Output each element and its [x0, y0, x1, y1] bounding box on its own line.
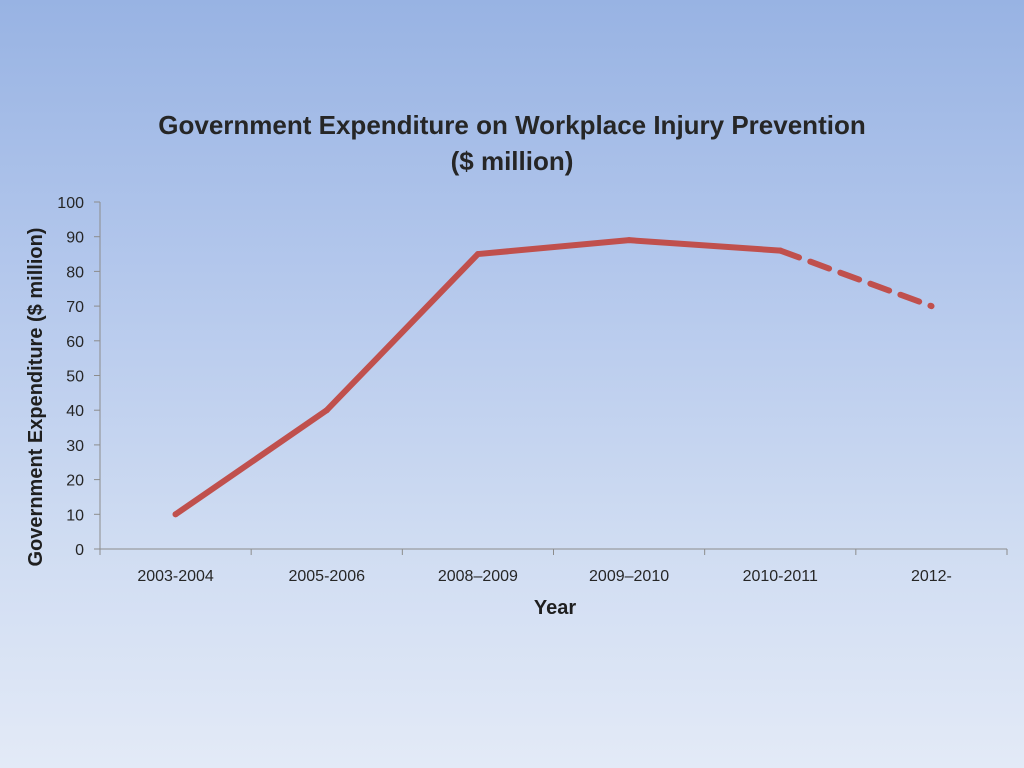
y-axis-ticks: 0 10 20 30 40 50 60 70 80 90 100	[57, 195, 100, 559]
y-tick-label: 40	[66, 403, 84, 420]
data-point	[172, 511, 179, 518]
chart-title-line-2: ($ million)	[451, 146, 574, 176]
axes	[99, 202, 1007, 550]
x-axis-ticks: 2003-2004 2005-2006 2008–2009 2009–2010 2010…	[99, 549, 1008, 585]
x-tick-label: 2010-2011	[743, 568, 818, 585]
y-tick-label: 80	[66, 264, 84, 281]
x-tick-label: 2005-2006	[288, 568, 365, 585]
x-tick-label: 2003-2004	[137, 568, 214, 585]
x-tick-label: 2008–2009	[438, 568, 518, 585]
series-line-projected	[777, 247, 935, 310]
data-point	[626, 237, 633, 244]
y-axis-title: Government Expenditure ($ million)	[25, 228, 47, 567]
x-tick-label: 2012-	[911, 568, 952, 585]
y-tick-label: 100	[57, 195, 84, 212]
y-tick-label: 50	[66, 369, 84, 386]
y-tick-label: 0	[75, 542, 84, 559]
data-point	[928, 303, 935, 310]
data-series	[172, 237, 935, 518]
data-point	[323, 407, 330, 414]
y-tick-label: 10	[66, 507, 84, 524]
y-tick-label: 70	[66, 299, 84, 316]
y-tick-label: 60	[66, 334, 84, 351]
y-tick-label: 30	[66, 438, 84, 455]
data-point	[474, 251, 481, 258]
y-tick-label: 20	[66, 473, 84, 490]
x-axis-title: Year	[534, 597, 576, 619]
y-tick-label: 90	[66, 230, 84, 247]
data-point	[777, 247, 784, 254]
x-tick-label: 2009–2010	[589, 568, 669, 585]
series-line-solid	[172, 237, 784, 518]
chart-title-line-1: Government Expenditure on Workplace Inju…	[158, 110, 865, 140]
